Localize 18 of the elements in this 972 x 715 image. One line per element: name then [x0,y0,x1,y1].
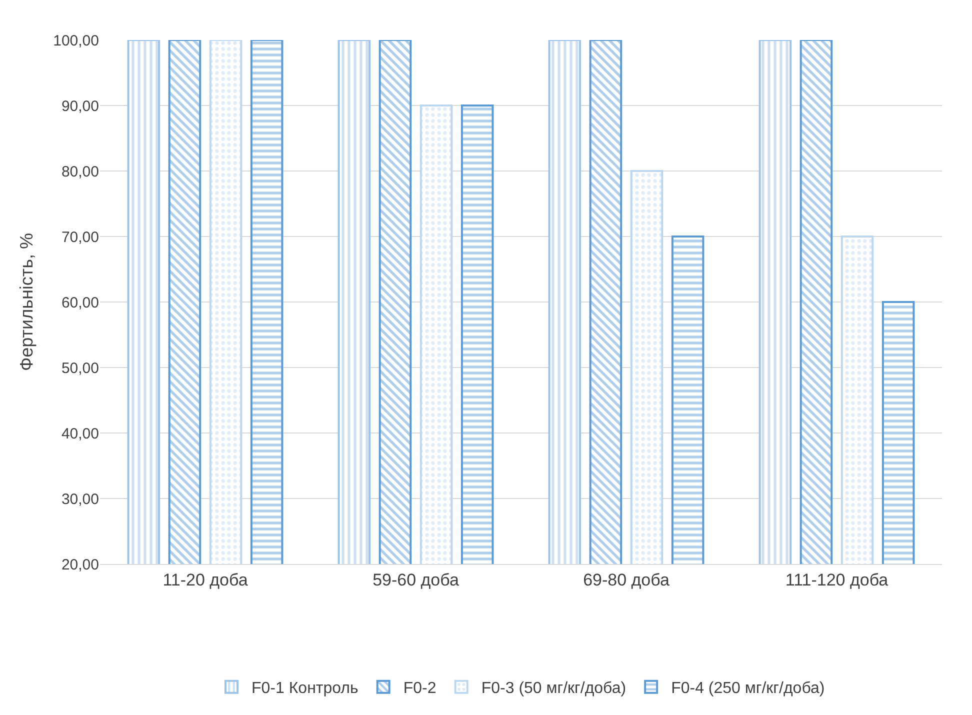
y-tick-label: 80,00 [61,163,99,180]
y-tick-label: 100,00 [53,32,99,50]
y-tick-label: 90,00 [61,98,99,115]
x-tick-label: 59-60 доба [372,570,460,590]
y-tick-label: 60,00 [61,294,99,312]
y-tick-label: 70,00 [61,228,99,246]
series-label: F0-4 (250 мг/кг/доба) [671,680,825,698]
series-label: F0-2 [403,680,436,698]
series-label: F0-3 (50 мг/кг/доба) [481,680,626,698]
x-tick-label: 111-120 доба [785,570,889,590]
y-axis-title: Фертильність, % [16,232,36,372]
y-tick-label: 50,00 [61,360,99,377]
y-tick-label: 40,00 [61,425,99,442]
series-label: F0-1 Контроль [252,680,358,698]
y-tick-label: 20,00 [61,556,99,574]
x-tick-label: 11-20 доба [162,570,248,590]
y-tick-label: 30,00 [61,490,99,508]
x-tick-label: 69-80 доба [583,570,670,590]
